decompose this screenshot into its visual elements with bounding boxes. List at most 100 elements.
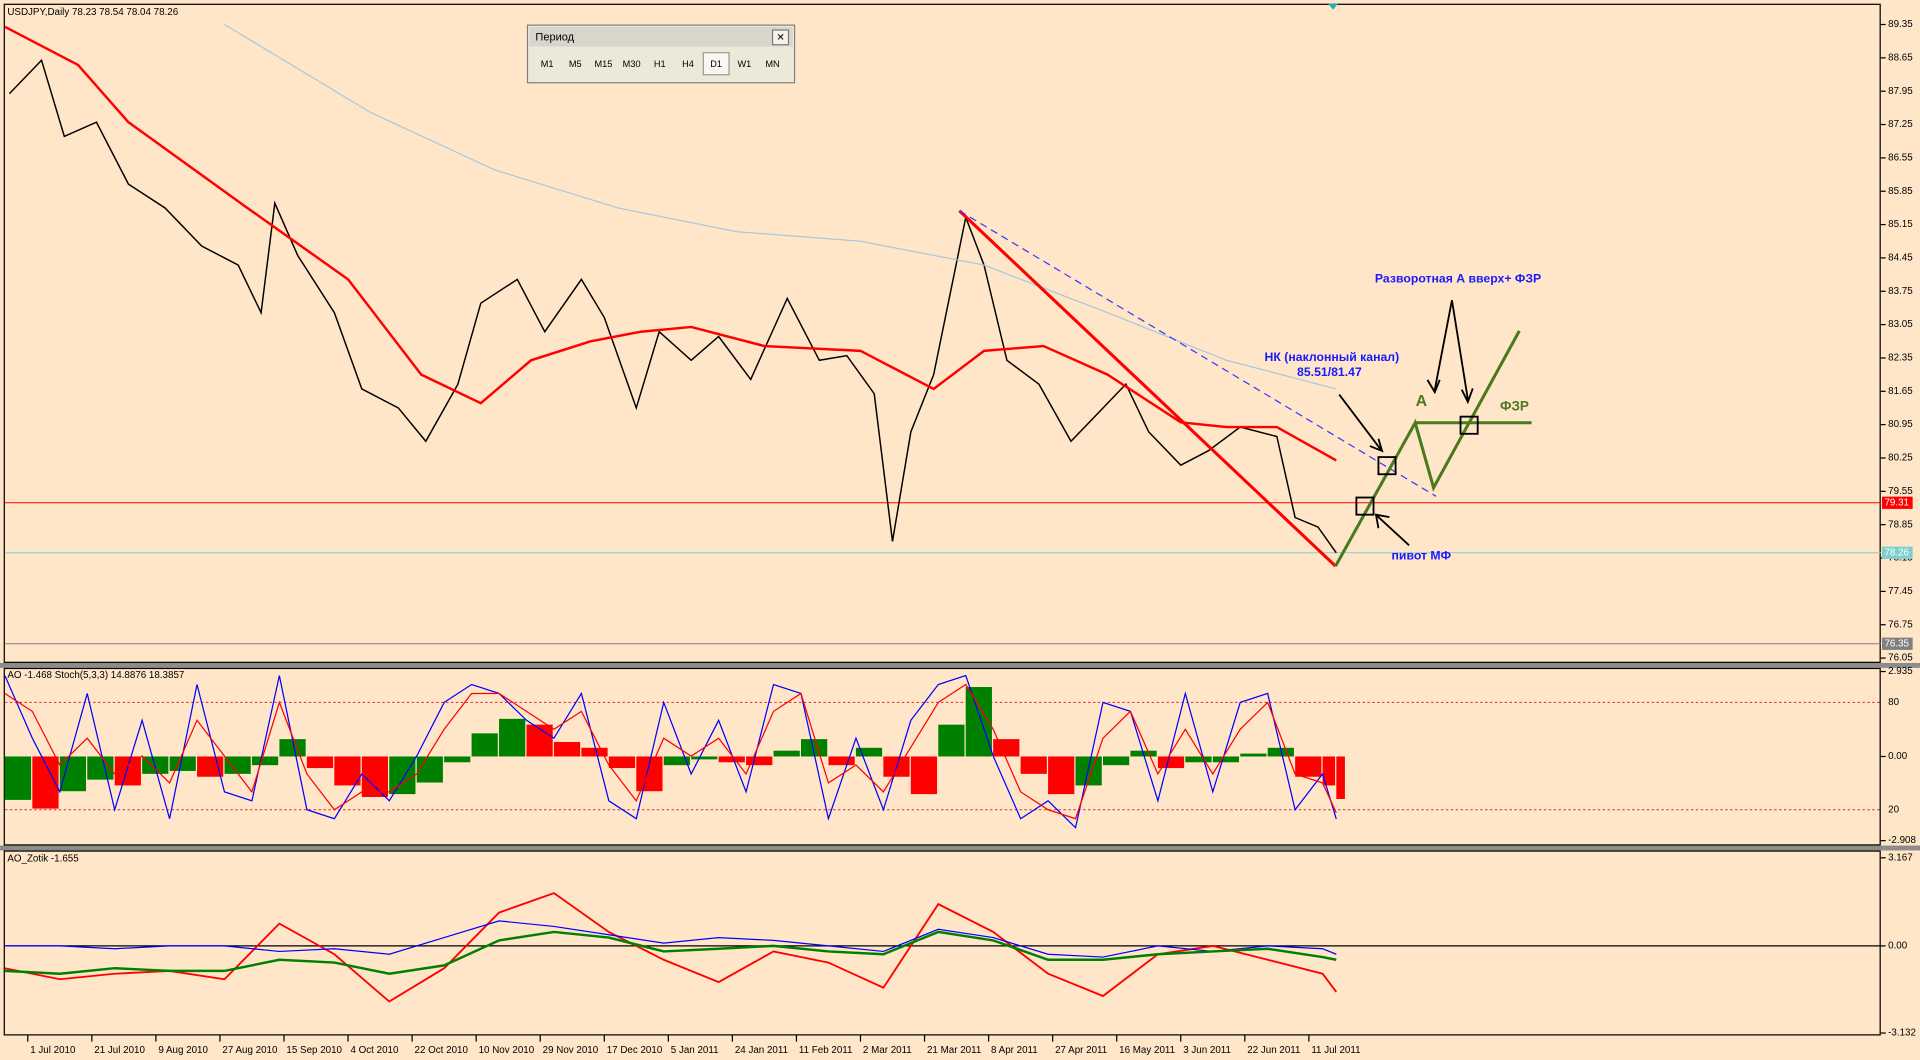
y-tick-label: 79.55: [1888, 486, 1913, 497]
ao-bar: [801, 739, 828, 757]
close-button[interactable]: [771, 29, 790, 46]
x-tick-label: 21 Jul 2010: [94, 1045, 145, 1056]
period-button-label: H4: [682, 59, 694, 69]
period-button[interactable]: [562, 52, 589, 75]
ao-bar: [471, 733, 498, 757]
ao-bar: [306, 756, 334, 769]
period-button-label: M5: [569, 59, 582, 69]
series-line: [8, 58, 1337, 554]
ao-bar: [608, 756, 636, 769]
zotik-frame: [3, 850, 1881, 1036]
y-tick-label: 81.65: [1888, 386, 1913, 397]
period-window: Период ✕ M1 M5 M15 M30 H1 H4 D1 W1 MN: [526, 24, 796, 84]
ao-bar: [87, 756, 114, 780]
period-button-label: MN: [765, 59, 779, 69]
zigzag: [1334, 330, 1521, 567]
x-tick-label: 21 Mar 2011: [927, 1045, 981, 1056]
price-label-box: [1882, 637, 1913, 650]
x-tick-label: 15 Sep 2010: [286, 1045, 342, 1056]
price-frame: [3, 3, 1881, 663]
ao-bar: [773, 750, 800, 757]
y2-tick-label: 20: [1888, 804, 1899, 815]
ao-bar: [1336, 756, 1345, 799]
ao-bar: [1102, 756, 1130, 766]
y-tick-label: 78.85: [1888, 519, 1913, 530]
price-label: 76.35: [1884, 638, 1909, 649]
y-tick-label: 85.85: [1888, 186, 1913, 197]
ao-bar: [1157, 756, 1185, 769]
y-tick-label: 89.35: [1888, 19, 1913, 30]
x-tick-label: 4 Oct 2010: [351, 1045, 399, 1056]
x-tick-label: 3 Jun 2011: [1183, 1045, 1231, 1056]
period-button[interactable]: [618, 52, 645, 75]
window-title: Период: [535, 31, 574, 43]
period-button[interactable]: [646, 52, 673, 75]
period-button[interactable]: [590, 52, 617, 75]
x-tick-label: 2 Mar 2011: [863, 1045, 912, 1056]
ao-bar: [828, 756, 855, 766]
period-button-label: H1: [654, 59, 666, 69]
y-tick-label: 87.25: [1888, 119, 1913, 130]
price-label-box: [1882, 546, 1913, 559]
price-label: 79.31: [1884, 497, 1909, 508]
ao-bar: [553, 742, 581, 757]
shift-marker: [1328, 3, 1338, 10]
x-tick-label: 22 Oct 2010: [415, 1045, 469, 1056]
x-tick-label: 8 Apr 2011: [991, 1045, 1038, 1056]
box: [1459, 415, 1479, 435]
ao-bar: [910, 756, 938, 795]
annotation: А: [1416, 393, 1428, 410]
ao-bar: [1020, 756, 1047, 774]
channel-line: [959, 210, 1437, 497]
period-button-label: D1: [710, 59, 722, 69]
series-line: [224, 23, 1337, 390]
x-tick-label: 16 May 2011: [1119, 1045, 1175, 1056]
ao-bar: [224, 756, 251, 774]
y-tick-label: 88.65: [1888, 52, 1913, 63]
x-tick-label: 10 Nov 2010: [479, 1045, 535, 1056]
ao-bar: [691, 756, 718, 760]
ao-bar: [581, 747, 608, 757]
separator: [0, 662, 1920, 668]
y-tick-label: -3.132: [1888, 1028, 1916, 1039]
annotation: Разворотная А вверх+ ФЗР: [1375, 272, 1541, 286]
ao-bar: [965, 687, 992, 757]
period-button[interactable]: [675, 52, 701, 75]
y-tick-label: 2.935: [1888, 666, 1913, 677]
x-tick-label: 27 Apr 2011: [1055, 1045, 1107, 1056]
annotation: пивот МФ: [1392, 549, 1452, 563]
price-label-box: [1882, 496, 1913, 509]
x-tick-label: 1 Jul 2010: [30, 1045, 76, 1056]
period-button[interactable]: [759, 52, 786, 75]
period-button[interactable]: [534, 52, 560, 75]
ao-bar: [1240, 753, 1267, 757]
ao-bar: [1212, 756, 1240, 763]
x-tick-label: 11 Feb 2011: [799, 1045, 853, 1056]
y-tick-label: 85.15: [1888, 219, 1913, 230]
period-button-label: M30: [623, 59, 641, 69]
period-buttons: M1 M5 M15 M30 H1 H4 D1 W1 MN: [534, 52, 786, 76]
series-line: [4, 683, 1337, 820]
period-button-label: M1: [541, 59, 554, 69]
ao-bar: [663, 756, 690, 766]
ao-bar: [251, 756, 279, 766]
ao-bar: [718, 756, 745, 763]
ao-bar: [1322, 756, 1336, 786]
period-button[interactable]: [702, 52, 730, 76]
y-tick-label: 3.167: [1888, 852, 1913, 863]
close-icon: ✕: [776, 33, 784, 44]
annotation: 85.51/81.47: [1297, 365, 1362, 379]
x-tick-label: 27 Aug 2010: [222, 1045, 278, 1056]
period-button[interactable]: [731, 52, 758, 75]
ao-bar: [389, 756, 416, 795]
period-button-label: M15: [595, 59, 613, 69]
series-line: [4, 920, 1337, 958]
ao-bar: [1295, 756, 1322, 777]
symbol-header: USDJPY,Daily 78.23 78.54 78.04 78.26: [7, 7, 178, 18]
indicator-label: AO_Zotik -1.655: [7, 854, 79, 865]
y-tick-label: 86.55: [1888, 152, 1913, 163]
y2-tick-label: 80: [1888, 697, 1899, 708]
box: [1355, 496, 1375, 516]
ao-bar: [746, 756, 773, 766]
